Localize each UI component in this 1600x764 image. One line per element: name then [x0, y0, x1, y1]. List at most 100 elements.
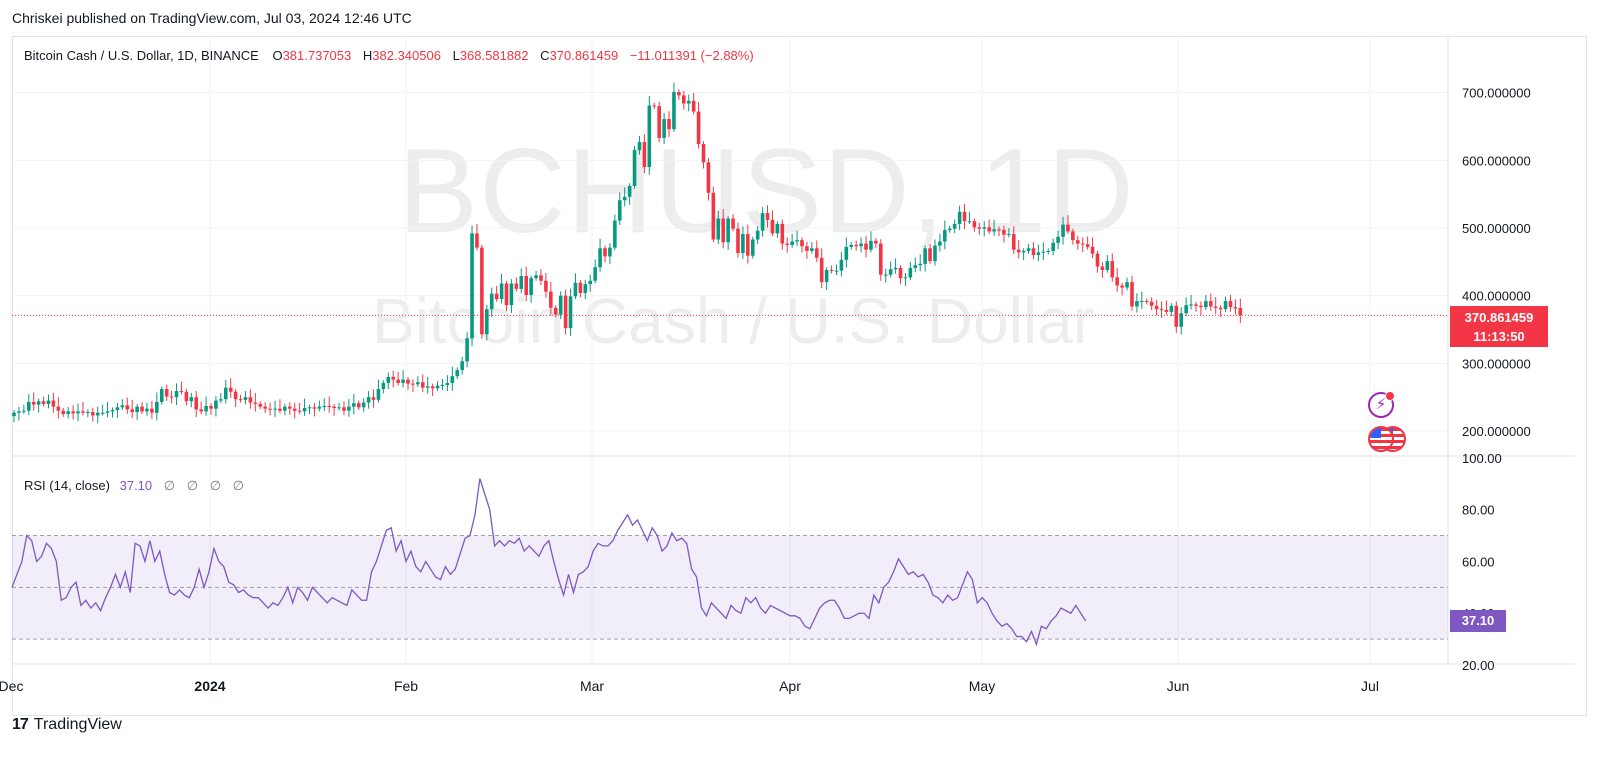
candle-body	[736, 228, 740, 254]
candle-body	[485, 309, 489, 335]
candle-body	[258, 403, 263, 407]
tradingview-logo-icon: 17	[12, 716, 29, 733]
candle-body	[1208, 301, 1213, 307]
candle-body	[391, 376, 396, 380]
rsi-name[interactable]: RSI (14, close)	[24, 478, 110, 493]
candle-body	[76, 411, 80, 414]
candle-body	[1135, 301, 1139, 307]
candle-body	[1164, 309, 1169, 312]
candle-body	[214, 400, 218, 409]
rsi-value: 37.10	[119, 478, 153, 493]
candle-body	[785, 243, 790, 245]
time-axis-tick: Feb	[394, 678, 418, 694]
open-label: O	[272, 48, 283, 63]
candle-body	[608, 247, 612, 257]
candle-body	[31, 401, 36, 405]
candle-body	[962, 211, 967, 222]
candle-body	[746, 234, 750, 256]
candle-body	[731, 218, 735, 229]
candle-body	[1105, 261, 1110, 270]
candle-body	[790, 241, 794, 245]
published-caption: Chriskei published on TradingView.com, J…	[12, 10, 412, 26]
candle-body	[691, 100, 696, 112]
candle-body	[159, 389, 164, 402]
tradingview-logo[interactable]: 17 TradingView	[12, 716, 122, 734]
change-value: −11.011391 (−2.88%)	[629, 48, 754, 63]
lightning-icon[interactable]: ⚡	[1368, 391, 1395, 418]
candle-body	[819, 257, 824, 283]
rsi-na-4: ∅	[232, 478, 244, 493]
candle-body	[494, 293, 499, 300]
notification-dot	[1385, 391, 1395, 401]
candle-body	[765, 213, 770, 220]
candle-body	[588, 280, 593, 285]
candle-body	[1189, 304, 1193, 306]
candle-body	[504, 283, 509, 306]
candle-body	[480, 247, 484, 335]
candle-body	[465, 338, 469, 362]
candle-body	[1213, 306, 1218, 308]
candle-body	[677, 91, 681, 96]
candle-body	[672, 91, 676, 130]
close-label: C	[540, 48, 550, 63]
candle-body	[1233, 307, 1238, 309]
price-axis-tick: 200.000000	[1462, 424, 1531, 439]
candle-body	[297, 410, 302, 412]
candle-body	[1120, 285, 1124, 288]
us-flag-icon[interactable]	[1368, 426, 1394, 452]
candle-body	[549, 291, 553, 308]
candle-body	[539, 275, 543, 281]
candle-body	[509, 283, 514, 306]
candle-body	[317, 406, 322, 409]
candle-body	[61, 410, 66, 415]
candle-body	[913, 265, 918, 268]
candle-body	[553, 307, 558, 315]
candle-body	[1125, 282, 1129, 288]
candle-body	[356, 403, 361, 408]
candle-body	[1076, 240, 1080, 244]
time-axis-tick: Jun	[1167, 678, 1190, 694]
candle-body	[1085, 244, 1090, 247]
candle-body	[849, 244, 854, 247]
candle-body	[1095, 253, 1100, 267]
candle-body	[12, 412, 16, 417]
candle-body	[947, 228, 952, 231]
candle-body	[898, 267, 903, 279]
candle-body	[514, 283, 519, 289]
candle-body	[1194, 304, 1198, 306]
candle-body	[874, 240, 878, 244]
candle-body	[1061, 224, 1065, 237]
candle-body	[903, 277, 908, 279]
candle-body	[622, 196, 627, 201]
symbol-name[interactable]: Bitcoin Cash / U.S. Dollar, 1D, BINANCE	[24, 48, 259, 63]
rsi-line	[11, 478, 1087, 647]
watermark-ticker: BCHUSD, 1D	[398, 124, 1135, 258]
candle-body	[603, 248, 607, 257]
candle-body	[411, 383, 415, 385]
candle-body	[130, 409, 134, 413]
candle-body	[918, 263, 922, 266]
candle-body	[982, 227, 987, 229]
candle-body	[105, 411, 110, 413]
candle-body	[810, 248, 814, 251]
candle-body	[1100, 266, 1105, 270]
candle-body	[396, 379, 400, 383]
candle-body	[1179, 313, 1184, 327]
candle-body	[440, 384, 445, 386]
candle-body	[1144, 301, 1149, 303]
rsi-axis-tick: 20.00	[1462, 658, 1495, 673]
price-axis-tick: 700.000000	[1462, 86, 1531, 101]
low-value: 368.581882	[459, 48, 529, 63]
candle-body	[337, 407, 341, 409]
candle-body	[499, 283, 504, 300]
last-price-tag: 370.861459 11:13:50	[1450, 306, 1548, 347]
candle-body	[283, 406, 287, 411]
candle-body	[455, 370, 460, 377]
candle-body	[416, 382, 420, 385]
candle-body	[750, 239, 755, 256]
last-price-value: 370.861459	[1464, 310, 1534, 325]
time-axis-tick: Dec	[0, 678, 23, 694]
time-axis-tick: 2024	[194, 678, 225, 694]
candle-body	[312, 407, 317, 409]
